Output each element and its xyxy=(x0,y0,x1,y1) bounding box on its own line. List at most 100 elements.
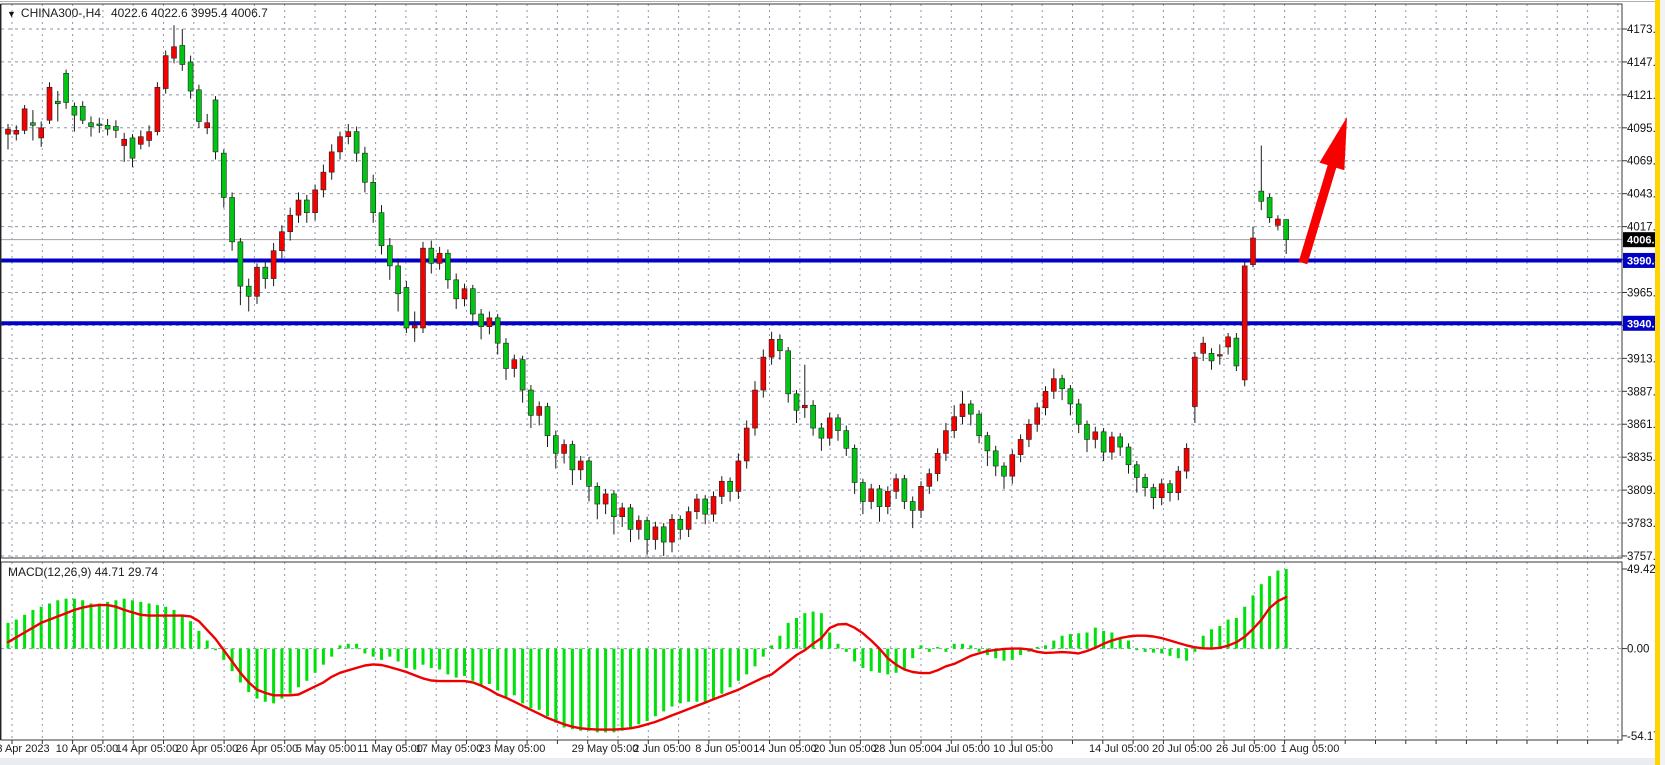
candle-body xyxy=(30,122,36,126)
macd-histogram-bar xyxy=(363,648,367,654)
macd-histogram-bar xyxy=(927,648,931,652)
candle-body xyxy=(984,435,991,452)
candle-body xyxy=(552,435,559,454)
candle-body xyxy=(179,45,186,65)
time-axis-label[interactable]: 26 Apr 05:00 xyxy=(236,743,298,755)
macd-histogram-bar xyxy=(969,645,973,649)
current-price-tag: 4006.7 xyxy=(1627,235,1661,247)
candle-body xyxy=(312,189,318,213)
time-axis-label[interactable]: 20 Jul 05:00 xyxy=(1152,743,1212,755)
macd-histogram-bar xyxy=(612,648,616,733)
candle-body xyxy=(320,171,327,191)
candle-body xyxy=(461,288,468,300)
candle-body xyxy=(71,105,78,116)
macd-histogram-bar xyxy=(620,648,624,731)
macd-histogram-bar xyxy=(504,648,508,697)
macd-histogram-bar xyxy=(380,648,383,660)
ohlc-readout: 4022.6 4022.6 3995.4 4006.7 xyxy=(110,6,268,20)
macd-histogram-bar xyxy=(1102,630,1106,649)
candle-body xyxy=(237,241,244,287)
time-axis-label[interactable]: 8 Jun 05:00 xyxy=(695,743,753,755)
time-axis-label[interactable]: 10 Jul 05:00 xyxy=(993,743,1053,755)
candle-body xyxy=(445,252,451,281)
macd-histogram-bar xyxy=(761,648,765,657)
candle-body xyxy=(1167,483,1173,493)
time-axis-label[interactable]: 10 Apr 05:00 xyxy=(56,743,118,755)
symbol-dropdown-icon[interactable]: ▼ xyxy=(7,9,16,19)
candle-body xyxy=(436,252,443,264)
candle-body xyxy=(79,105,86,121)
macd-histogram-bar xyxy=(695,648,699,702)
candle-body xyxy=(196,89,202,122)
candle-body xyxy=(743,427,750,462)
macd-histogram-bar xyxy=(670,648,674,707)
macd-histogram-bar xyxy=(770,645,774,649)
time-axis-label[interactable]: 23 May 05:00 xyxy=(479,743,546,755)
time-axis-label[interactable]: 26 Jul 05:00 xyxy=(1216,743,1276,755)
time-axis-label[interactable]: 5 May 05:00 xyxy=(296,743,357,755)
candle-body xyxy=(1134,464,1140,478)
macd-histogram-bar xyxy=(778,635,782,649)
macd-histogram-bar xyxy=(546,648,549,717)
candle-body xyxy=(469,288,476,315)
candle-body xyxy=(1092,431,1099,440)
time-axis-label[interactable]: 20 Apr 05:00 xyxy=(176,743,238,755)
macd-histogram-bar xyxy=(106,601,110,649)
candle-body xyxy=(1250,237,1256,265)
chart-header: ▼ CHINA300-,H4 4022.6 4022.6 3995.4 4006.7 xyxy=(7,6,268,20)
candle-body xyxy=(21,108,28,131)
macd-histogram-bar xyxy=(31,609,35,649)
price-axis-label: 4095.0 xyxy=(1627,123,1662,135)
time-axis-label[interactable]: 4 Jul 05:00 xyxy=(936,743,990,755)
time-axis-label[interactable]: 2 Jun 05:00 xyxy=(633,743,691,755)
time-axis-label[interactable]: 29 May 05:00 xyxy=(572,743,639,755)
macd-histogram-bar xyxy=(1093,627,1097,649)
macd-histogram-bar xyxy=(512,648,516,696)
candle-body xyxy=(1266,197,1273,219)
candle-body xyxy=(519,359,526,391)
candle-body xyxy=(1100,431,1107,453)
price-axis-label: 3887.0 xyxy=(1627,386,1662,398)
time-axis-label[interactable]: 20 Jun 05:00 xyxy=(813,743,877,755)
time-axis-label[interactable]: 14 Jul 05:00 xyxy=(1089,743,1149,755)
time-axis-label[interactable]: 11 May 05:00 xyxy=(357,743,423,755)
candle-body xyxy=(295,199,302,216)
macd-histogram-bar xyxy=(89,603,93,649)
macd-histogram-bar xyxy=(1160,648,1164,654)
time-axis-label[interactable]: 14 Jun 05:00 xyxy=(753,743,817,755)
macd-histogram-bar xyxy=(421,648,425,665)
macd-histogram-bar xyxy=(131,600,134,649)
trend-arrow-head[interactable] xyxy=(1319,117,1347,171)
candle-body xyxy=(909,501,916,511)
candle-body xyxy=(1175,470,1182,493)
macd-histogram-bar xyxy=(97,603,101,649)
price-axis-label: 4173.0 xyxy=(1627,24,1662,36)
time-axis-label[interactable]: 1 Aug 05:00 xyxy=(1281,743,1340,755)
macd-histogram-bar xyxy=(1060,635,1064,649)
candle-body xyxy=(801,404,808,409)
macd-histogram-bar xyxy=(114,600,118,649)
trend-arrow-shaft xyxy=(1298,151,1341,265)
macd-histogram-bar xyxy=(1019,648,1023,656)
macd-histogram-bar xyxy=(753,648,757,667)
candle-body xyxy=(13,130,20,135)
macd-histogram-bar xyxy=(894,648,898,673)
time-axis-label[interactable]: 3 Apr 2023 xyxy=(0,743,50,755)
macd-histogram-bar xyxy=(595,648,599,733)
macd-histogram-bar xyxy=(878,648,881,673)
time-axis-label[interactable]: 14 Apr 05:00 xyxy=(116,743,178,755)
hline-price-tag: 3940.7 xyxy=(1627,318,1661,330)
candle-body xyxy=(270,250,277,279)
candle-body xyxy=(602,493,609,505)
time-axis-label[interactable]: 28 Jun 05:00 xyxy=(873,743,937,755)
time-axis-label[interactable]: 17 May 05:00 xyxy=(416,743,483,755)
candle-body xyxy=(536,406,543,416)
candle-body xyxy=(860,482,866,502)
macd-histogram-bar xyxy=(1201,635,1205,649)
candle-body xyxy=(287,214,294,232)
macd-histogram-bar xyxy=(1259,584,1263,649)
candle-body xyxy=(1208,353,1215,362)
candle-body xyxy=(1075,403,1082,425)
candle-body xyxy=(586,460,592,487)
